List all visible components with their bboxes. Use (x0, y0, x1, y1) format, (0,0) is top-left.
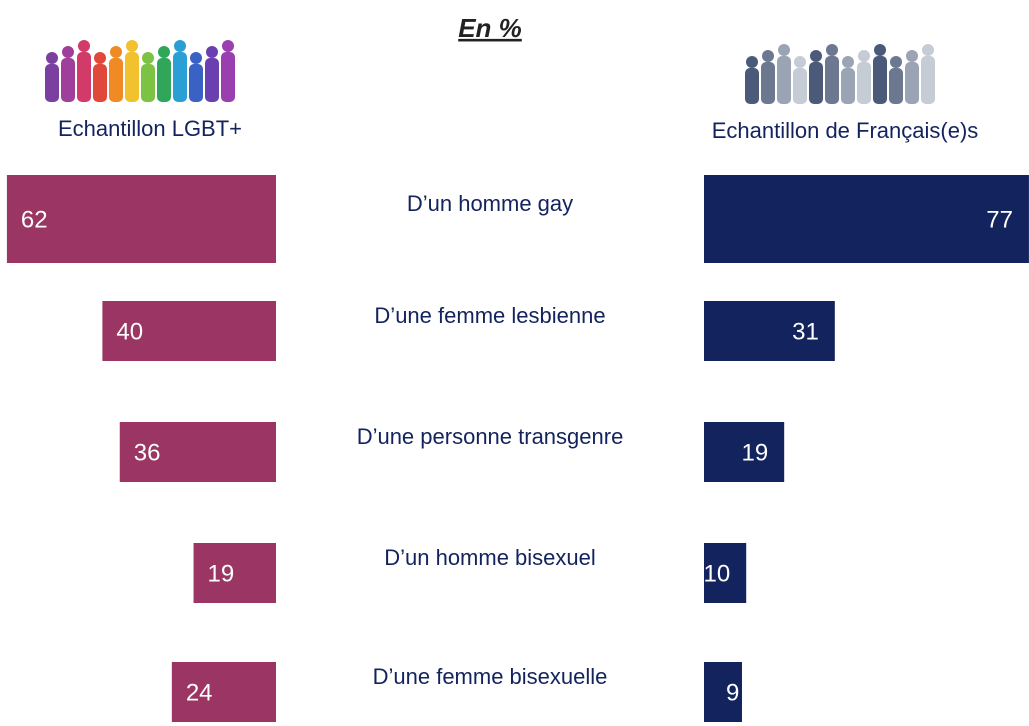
icon-head (190, 52, 202, 64)
icon-head (858, 50, 870, 62)
bar (6, 175, 276, 263)
bar (193, 543, 276, 603)
icon-body (921, 56, 935, 104)
category-label: D’un homme gay (407, 191, 573, 216)
category-label: D’une femme lesbienne (374, 303, 605, 328)
icon-body (125, 52, 139, 102)
legend-label: Echantillon de Français(e)s (712, 118, 979, 143)
bar (102, 301, 277, 361)
icon-body (61, 58, 75, 102)
decorative-icons (45, 40, 935, 104)
category-label: D’un homme bisexuel (384, 545, 596, 570)
icon-head (78, 40, 90, 52)
bar (171, 662, 276, 722)
icon-body (745, 68, 759, 104)
data-label: 77 (986, 206, 1013, 233)
icon-body (93, 64, 107, 102)
icon-head (110, 46, 122, 58)
icon-body (77, 52, 91, 102)
icon-body (205, 58, 219, 102)
icon-body (45, 64, 59, 102)
icon-body (793, 68, 807, 104)
icon-body (873, 56, 887, 104)
icon-head (142, 52, 154, 64)
data-label: 19 (208, 560, 235, 587)
icon-head (794, 56, 806, 68)
data-label: 24 (186, 679, 213, 706)
data-label: 10 (703, 560, 730, 587)
data-label: 40 (116, 318, 143, 345)
icon-head (46, 52, 58, 64)
icon-head (778, 44, 790, 56)
icon-head (174, 40, 186, 52)
icon-body (761, 62, 775, 104)
icon-head (874, 44, 886, 56)
icon-head (206, 46, 218, 58)
icon-head (762, 50, 774, 62)
legend-label: Echantillon LGBT+ (58, 116, 242, 141)
bar (704, 543, 747, 603)
icon-head (126, 40, 138, 52)
icon-head (890, 56, 902, 68)
icon-head (922, 44, 934, 56)
icon-body (825, 56, 839, 104)
icon-head (746, 56, 758, 68)
icon-head (906, 50, 918, 62)
icon-head (222, 40, 234, 52)
icon-head (810, 50, 822, 62)
icon-head (94, 52, 106, 64)
icon-body (157, 58, 171, 102)
icon-body (857, 62, 871, 104)
icon-body (141, 64, 155, 102)
icon-body (189, 64, 203, 102)
category-label: D’une personne transgenre (357, 424, 624, 449)
data-label: 36 (134, 439, 161, 466)
icon-body (809, 62, 823, 104)
icon-body (109, 58, 123, 102)
category-label: D’une femme bisexuelle (373, 664, 608, 689)
bar (704, 175, 1029, 263)
icon-body (905, 62, 919, 104)
data-label: 31 (792, 318, 819, 345)
data-label: 9 (726, 679, 739, 706)
icon-body (173, 52, 187, 102)
bar (704, 422, 785, 482)
bar (704, 301, 835, 361)
bar (704, 662, 742, 722)
icon-body (221, 52, 235, 102)
icon-body (889, 68, 903, 104)
icon-head (842, 56, 854, 68)
icon-head (158, 46, 170, 58)
bar (119, 422, 276, 482)
chart-title: En % (458, 13, 522, 43)
icon-body (777, 56, 791, 104)
icon-body (841, 68, 855, 104)
data-label: 62 (21, 206, 48, 233)
data-label: 19 (741, 439, 768, 466)
icon-head (62, 46, 74, 58)
icon-head (826, 44, 838, 56)
